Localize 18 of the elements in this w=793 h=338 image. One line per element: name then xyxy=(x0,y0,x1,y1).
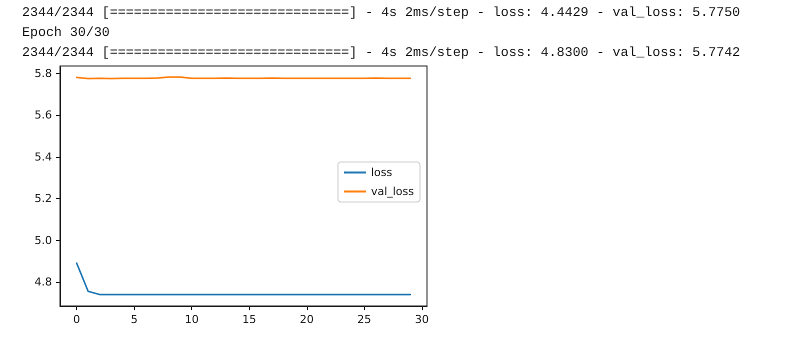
y-tick-label: 5.6 xyxy=(34,108,52,122)
y-tick-label: 4.8 xyxy=(34,276,52,288)
x-tick-label: 20 xyxy=(300,313,314,326)
x-tick-label: 10 xyxy=(184,313,199,326)
legend-label: loss xyxy=(370,166,392,179)
x-tick-label: 30 xyxy=(414,313,429,326)
text: Epoch 30/30 xyxy=(22,24,111,42)
y-tick-label: 5.2 xyxy=(34,192,52,206)
legend-label: val_loss xyxy=(370,185,414,198)
text: 2344/2344 [==============================] - 4s 2ms/step - loss: 4.8300 - val_loss: 5.7742 xyxy=(22,44,740,62)
y-tick-label: 5.0 xyxy=(34,234,52,247)
y-tick-label: 5.4 xyxy=(34,150,52,164)
y-tick-label: 5.8 xyxy=(34,66,52,80)
x-tick-label: 5 xyxy=(130,313,138,326)
x-tick-label: 0 xyxy=(73,313,80,326)
x-tick-label: 25 xyxy=(357,313,372,326)
text: 2344/2344 [==============================] - 4s 2ms/step - loss: 4.4429 - val_loss: 5.7750 xyxy=(22,4,740,22)
x-tick-label: 15 xyxy=(242,313,256,326)
